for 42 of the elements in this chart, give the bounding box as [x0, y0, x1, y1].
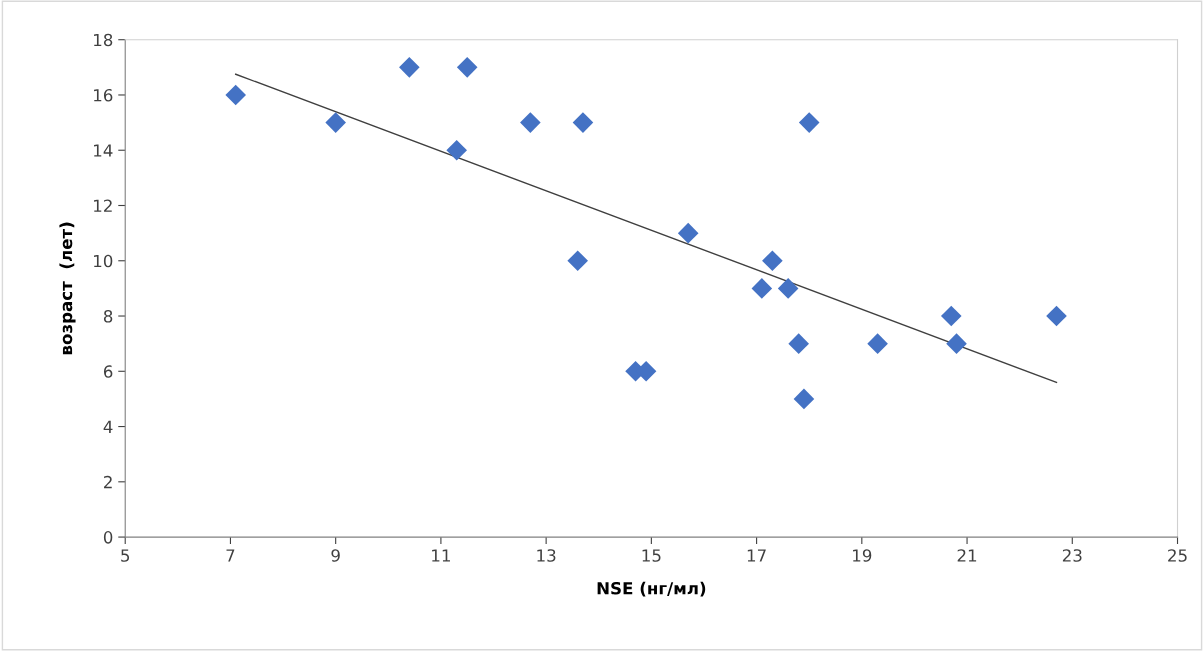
y-tick-label: 6 [103, 365, 113, 378]
x-tick-label: 19 [853, 549, 872, 562]
x-tick-label: 9 [331, 549, 340, 562]
point [399, 57, 420, 78]
x-tick-label: 5 [121, 549, 130, 562]
y-tick-label: 4 [103, 420, 113, 433]
x-tick-label: 21 [957, 549, 977, 562]
y-tick-label: 0 [103, 531, 113, 544]
y-tick-label: 16 [94, 88, 113, 102]
point [751, 278, 773, 299]
point [225, 84, 247, 106]
x-tick-label: 23 [1062, 549, 1082, 562]
y-tick-label: 12 [94, 199, 112, 212]
y-axis-title: возраст (лет) [59, 222, 76, 355]
point [867, 333, 888, 354]
point [793, 388, 815, 410]
point [940, 305, 962, 327]
point [456, 57, 478, 78]
point [520, 112, 541, 133]
point [788, 333, 809, 354]
x-tick-label: 17 [747, 549, 766, 562]
x-tick-label: 15 [642, 549, 661, 562]
y-tick-label: 14 [94, 144, 113, 157]
point [325, 112, 346, 133]
y-tick-label: 8 [103, 309, 113, 323]
y-tick-label: 10 [94, 254, 113, 268]
y-tick-label: 18 [94, 33, 113, 47]
x-tick-label: 7 [226, 549, 235, 562]
x-tick-label: 25 [1168, 549, 1187, 562]
x-axis-title: NSE (нг/мл) [597, 581, 706, 597]
y-tick-label: 2 [104, 475, 112, 489]
point [572, 112, 594, 133]
point [946, 333, 967, 354]
point [798, 112, 820, 133]
x-tick-label: 11 [432, 549, 450, 562]
point [1046, 305, 1067, 327]
point [777, 278, 799, 299]
point [567, 250, 588, 272]
point [762, 250, 783, 272]
point [446, 139, 467, 161]
x-tick-label: 13 [537, 549, 556, 562]
point [677, 222, 699, 244]
